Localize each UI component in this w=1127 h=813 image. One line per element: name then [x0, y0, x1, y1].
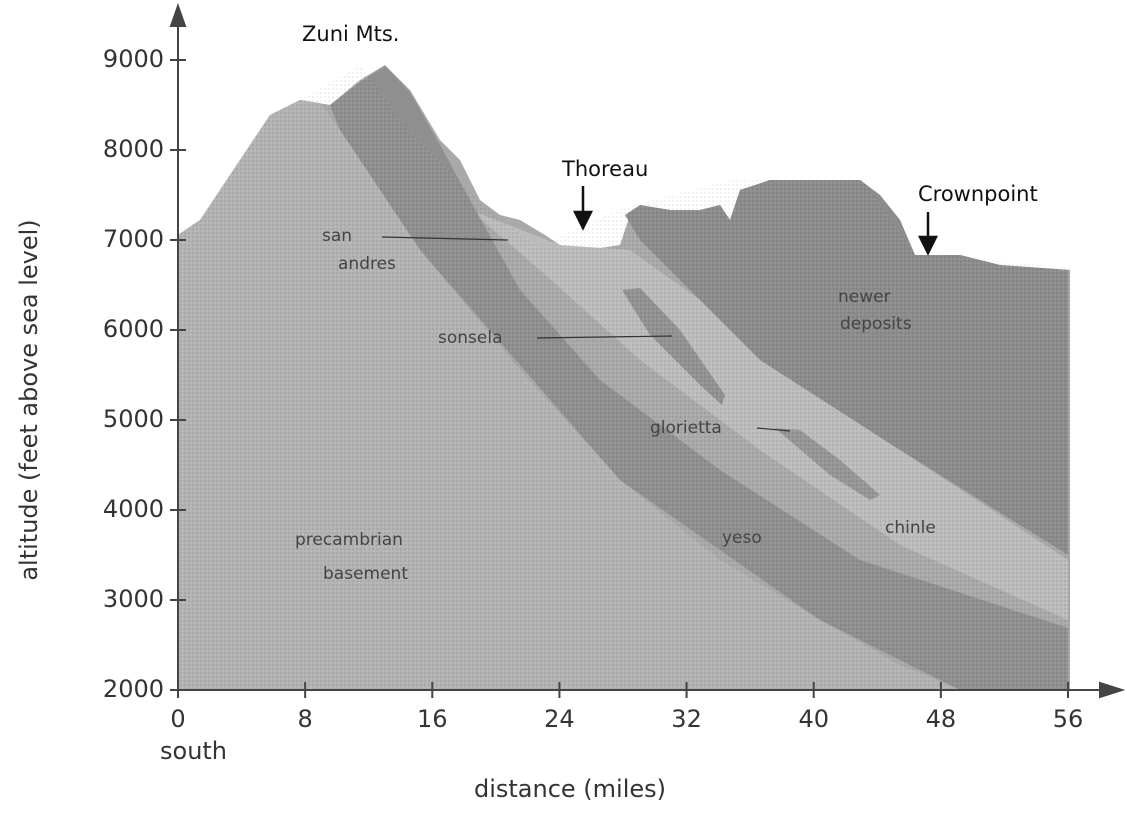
layer-label: andres [338, 254, 396, 274]
layer-label: deposits [840, 314, 912, 334]
layer-label: sonsela [438, 328, 503, 348]
x-axis-label: distance (miles) [474, 775, 666, 803]
place-label: Crownpoint [918, 182, 1038, 206]
layer-label: newer [838, 287, 891, 307]
y-tick-label: 2000 [103, 675, 164, 703]
diagram-title: Zuni Mts. [302, 22, 399, 46]
y-tick-label: 4000 [103, 495, 164, 523]
axes [169, 2, 1126, 699]
y-tick-label: 3000 [103, 585, 164, 613]
y-tick-label: 7000 [103, 225, 164, 253]
layer-label: basement [323, 564, 408, 584]
x-tick-label: 48 [926, 705, 957, 733]
x-tick-label: 56 [1053, 705, 1084, 733]
x-tick-label: 0 [170, 705, 185, 733]
layer-label: chinle [885, 518, 936, 538]
layer-label: san [322, 226, 352, 246]
pointer-line [381, 236, 509, 241]
texture [178, 60, 1070, 690]
x-tick-label: 40 [798, 705, 829, 733]
x-tick-label: 16 [417, 705, 448, 733]
pointer-line [756, 427, 791, 432]
y-axis-label: altitude (feet above sea level) [15, 219, 43, 580]
layer-label: precambrian [295, 530, 403, 550]
place-arrow [572, 186, 939, 256]
place-label: Thoreau [561, 157, 648, 181]
layer-label: glorietta [650, 418, 722, 438]
y-tick-label: 6000 [103, 315, 164, 343]
y-tick-label: 8000 [103, 135, 164, 163]
layer-label: yeso [722, 528, 762, 548]
origin-note: south [160, 737, 227, 765]
y-tick-label: 9000 [103, 45, 164, 73]
x-tick-label: 32 [671, 705, 702, 733]
y-tick-label: 5000 [103, 405, 164, 433]
x-tick-label: 24 [544, 705, 575, 733]
pointer-line [536, 335, 673, 339]
x-tick-label: 8 [298, 705, 313, 733]
